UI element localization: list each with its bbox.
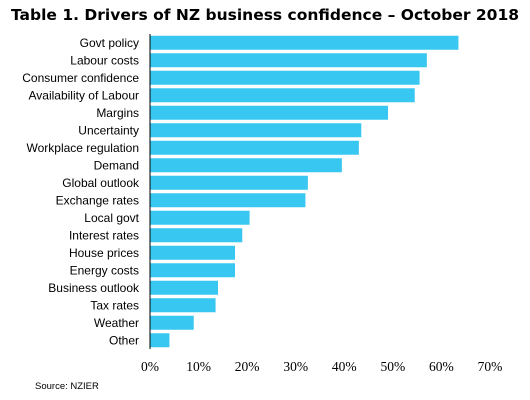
x-tick-label: 70% [478, 359, 503, 374]
bar-govt-policy [150, 35, 459, 50]
category-label: Global outlook [62, 176, 140, 190]
x-tick-labels-group: 0% 10% 20% 30% 40% 50% 60% 70% [141, 359, 502, 374]
category-label: Consumer confidence [22, 71, 139, 85]
bar-demand [150, 158, 342, 173]
x-tick-label: 20% [235, 359, 260, 374]
category-label: Availability of Labour [28, 88, 139, 102]
bar-house-prices [150, 245, 235, 260]
bar-workplace-regulation [150, 140, 359, 155]
bar-exchange-rates [150, 193, 306, 208]
bar-availability-of-labour [150, 88, 415, 103]
bar-labour-costs [150, 53, 427, 68]
category-label: Govt policy [80, 36, 139, 50]
bar-local-govt [150, 210, 250, 225]
category-label: Tax rates [90, 298, 139, 312]
bar-interest-rates [150, 228, 243, 243]
bars-group [150, 35, 459, 348]
category-label: House prices [69, 246, 139, 260]
x-tick-label: 30% [283, 359, 308, 374]
category-label: Workplace regulation [26, 141, 139, 155]
bar-other [150, 333, 170, 348]
x-tick-label: 50% [380, 359, 405, 374]
bar-tax-rates [150, 298, 216, 313]
category-label: Local govt [84, 211, 139, 225]
x-tick-label: 0% [141, 359, 159, 374]
x-tick-label: 60% [429, 359, 454, 374]
bar-business-outlook [150, 280, 218, 295]
bar-weather [150, 315, 194, 330]
bar-consumer-confidence [150, 70, 420, 85]
category-label: Business outlook [48, 281, 140, 295]
chart-title: Table 1. Drivers of NZ business confiden… [10, 6, 520, 24]
source-note: Source: NZIER [35, 381, 99, 392]
x-tick-label: 10% [186, 359, 211, 374]
category-label: Uncertainty [78, 123, 139, 137]
x-tick-label: 40% [332, 359, 357, 374]
bar-global-outlook [150, 175, 308, 190]
category-label: Demand [94, 158, 139, 172]
bar-margins [150, 105, 388, 120]
category-label: Other [109, 333, 139, 347]
category-label: Margins [96, 106, 139, 120]
category-label: Labour costs [70, 53, 139, 67]
category-label: Interest rates [69, 228, 139, 242]
category-label: Weather [94, 316, 139, 330]
category-label: Exchange rates [56, 193, 139, 207]
category-labels-group: Govt policy Labour costs Consumer confiden… [22, 36, 140, 348]
bar-energy-costs [150, 263, 235, 278]
category-label: Energy costs [70, 263, 139, 277]
bar-uncertainty [150, 123, 362, 138]
